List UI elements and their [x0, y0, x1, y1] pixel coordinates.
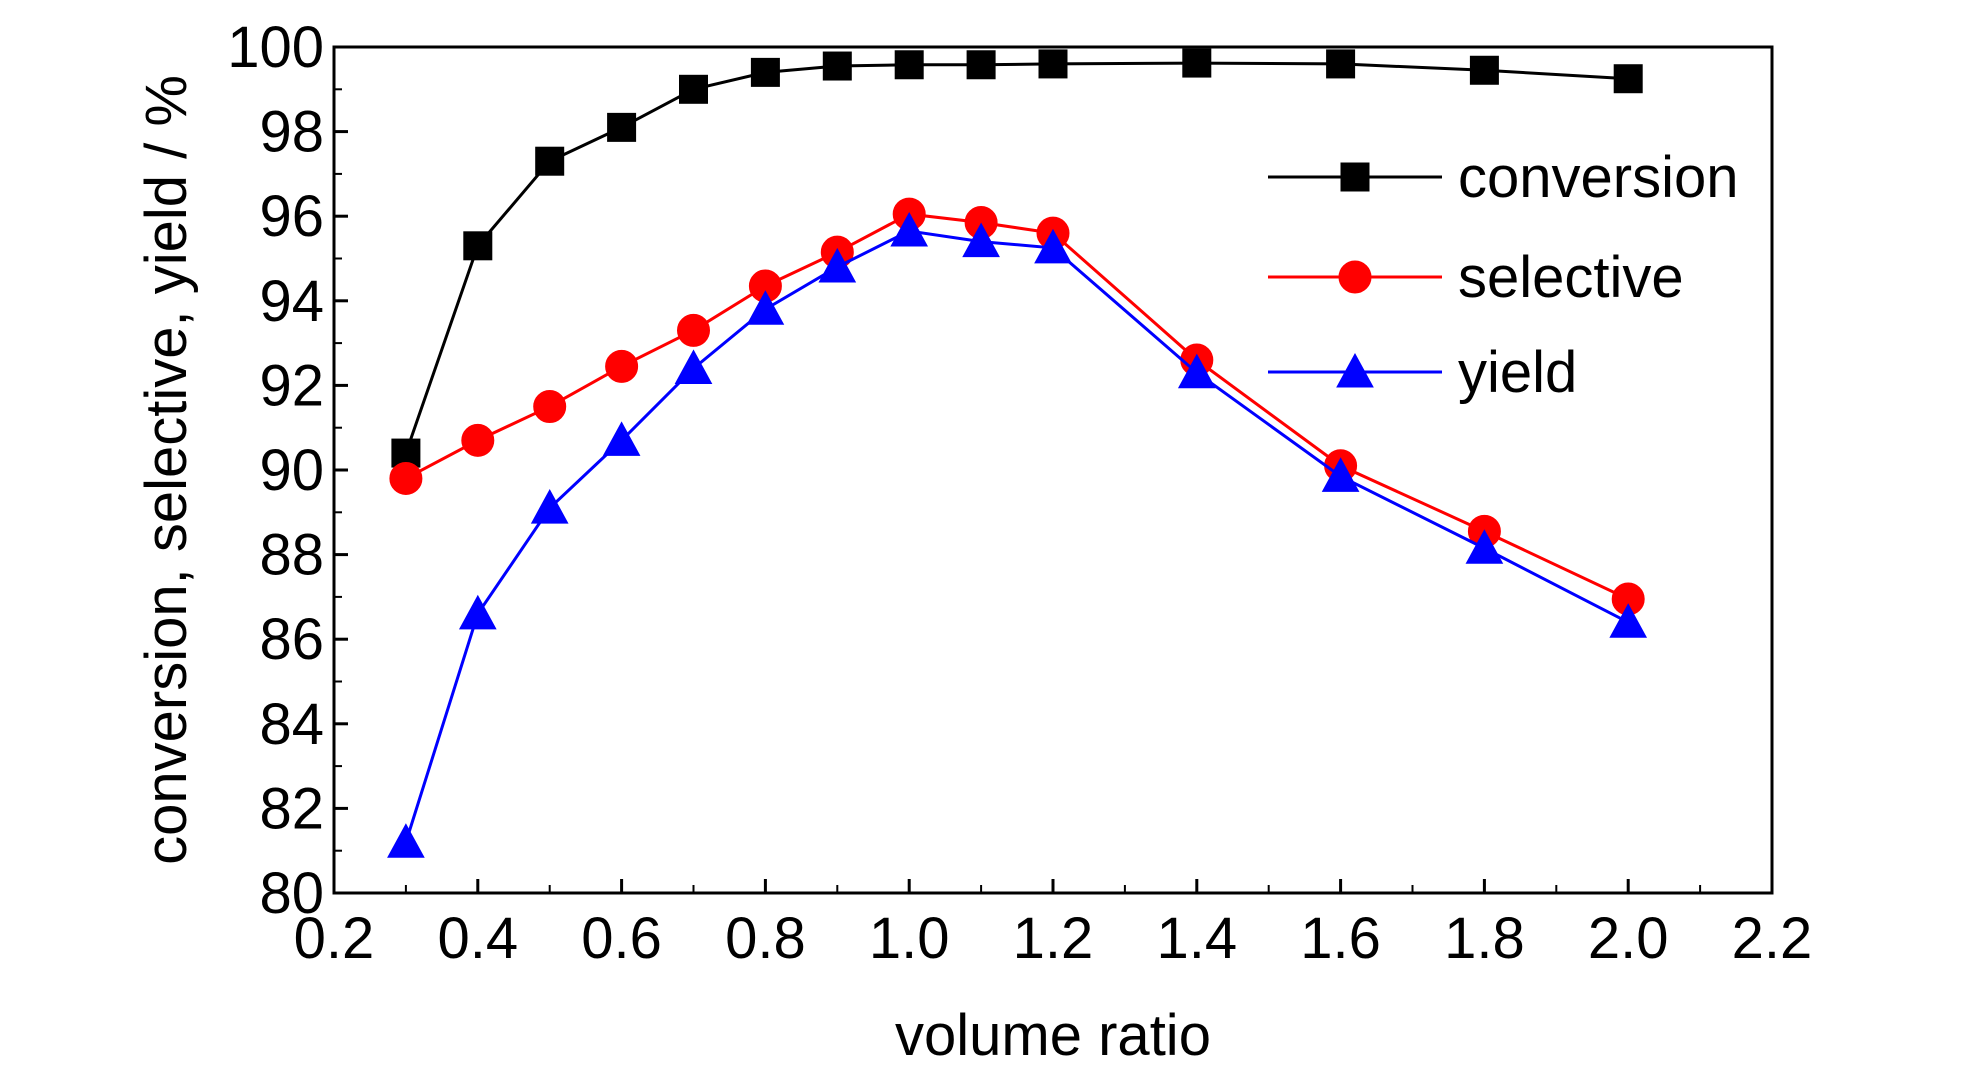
series-line-selective	[405, 212, 1629, 601]
data-point-yield	[458, 594, 497, 630]
x-axis-title: volume ratio	[895, 1003, 1211, 1063]
legend-item-yield: yield	[1268, 340, 1577, 405]
y-axis-title: conversion, selective, yield / %	[134, 75, 199, 865]
y-tick-label: 88	[259, 523, 324, 588]
data-point-conversion	[966, 50, 996, 80]
data-point-conversion	[822, 51, 852, 81]
x-tick-label: 1.8	[1444, 906, 1525, 971]
data-point-conversion	[894, 50, 924, 80]
x-tick-label: 1.6	[1300, 906, 1381, 971]
x-tick-label: 1.4	[1156, 906, 1237, 971]
x-tick-label: 1.2	[1013, 906, 1094, 971]
legend-marker-conversion	[1340, 162, 1370, 192]
data-point-yield	[1034, 228, 1072, 264]
y-tick-label: 80	[259, 861, 324, 926]
data-point-conversion	[750, 57, 780, 87]
y-tick-label: 82	[259, 776, 324, 841]
data-point-conversion	[1182, 48, 1212, 78]
data-point-conversion	[1326, 49, 1356, 79]
x-tick-label: 0.8	[725, 906, 806, 971]
legend-label-yield: yield	[1458, 340, 1577, 405]
legend-item-conversion: conversion	[1268, 145, 1738, 210]
x-tick-label: 0.6	[581, 906, 662, 971]
data-point-yield	[962, 222, 1000, 258]
data-point-conversion	[1613, 64, 1643, 94]
data-point-yield	[818, 247, 857, 283]
data-point-yield	[387, 823, 425, 858]
data-point-yield	[1609, 603, 1648, 638]
y-tick-label: 98	[259, 100, 324, 165]
legend-marker-selective	[1338, 260, 1372, 294]
x-tick-label: 0.4	[437, 906, 518, 971]
legend-item-selective: selective	[1268, 245, 1684, 310]
x-tick-label: 2.0	[1588, 906, 1669, 971]
series-selective	[389, 197, 1645, 616]
legend-label-selective: selective	[1458, 245, 1684, 310]
x-tick-label: 0.2	[294, 906, 375, 971]
data-point-yield	[746, 290, 785, 325]
series-line-yield	[404, 229, 1629, 843]
legend-label-conversion: conversion	[1458, 145, 1738, 210]
data-point-conversion	[463, 231, 493, 261]
data-point-yield	[674, 349, 713, 384]
data-point-conversion	[607, 112, 637, 142]
data-point-selective	[677, 313, 710, 347]
y-tick-label: 86	[259, 607, 324, 672]
y-tick-label: 92	[259, 353, 324, 418]
series-yield	[387, 211, 1648, 858]
data-point-conversion	[679, 74, 708, 104]
series-conversion	[391, 48, 1643, 468]
data-point-yield	[602, 421, 641, 456]
y-tick-label: 96	[259, 184, 324, 249]
y-tick-label: 94	[259, 269, 324, 334]
y-tick-label: 100	[227, 15, 324, 80]
data-point-yield	[1177, 353, 1216, 389]
data-point-yield	[1465, 529, 1504, 564]
series-line-conversion	[404, 61, 1629, 454]
x-tick-label: 2.2	[1732, 906, 1813, 971]
data-point-yield	[530, 489, 569, 524]
x-tick-label: 1.0	[869, 906, 950, 971]
data-point-selective	[389, 461, 423, 495]
y-tick-label: 90	[259, 438, 324, 503]
data-point-conversion	[1038, 49, 1068, 79]
data-point-selective	[533, 390, 567, 424]
data-point-selective	[461, 423, 495, 457]
legend-marker-yield	[1336, 352, 1374, 388]
data-point-selective	[605, 349, 639, 383]
y-tick-label: 84	[259, 692, 324, 757]
data-point-conversion	[1469, 55, 1499, 85]
data-point-conversion	[535, 146, 565, 176]
data-point-yield	[1321, 457, 1360, 492]
data-point-yield	[890, 211, 929, 247]
